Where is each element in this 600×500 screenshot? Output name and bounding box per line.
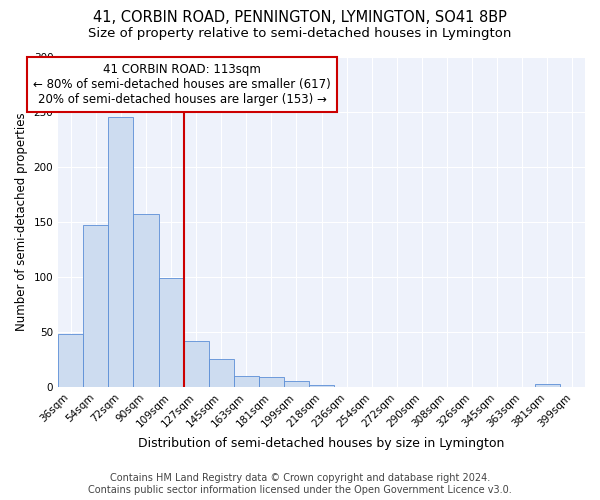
X-axis label: Distribution of semi-detached houses by size in Lymington: Distribution of semi-detached houses by … bbox=[139, 437, 505, 450]
Bar bbox=[58, 334, 83, 387]
Bar bbox=[184, 340, 209, 387]
Bar bbox=[133, 214, 158, 387]
Bar bbox=[209, 360, 234, 387]
Text: 41 CORBIN ROAD: 113sqm
← 80% of semi-detached houses are smaller (617)
20% of se: 41 CORBIN ROAD: 113sqm ← 80% of semi-det… bbox=[33, 63, 331, 106]
Bar bbox=[158, 278, 184, 387]
Bar bbox=[259, 377, 284, 387]
Bar bbox=[234, 376, 259, 387]
Bar bbox=[284, 382, 309, 387]
Text: Contains HM Land Registry data © Crown copyright and database right 2024.
Contai: Contains HM Land Registry data © Crown c… bbox=[88, 474, 512, 495]
Text: Size of property relative to semi-detached houses in Lymington: Size of property relative to semi-detach… bbox=[88, 28, 512, 40]
Y-axis label: Number of semi-detached properties: Number of semi-detached properties bbox=[15, 112, 28, 331]
Bar bbox=[309, 384, 334, 387]
Text: 41, CORBIN ROAD, PENNINGTON, LYMINGTON, SO41 8BP: 41, CORBIN ROAD, PENNINGTON, LYMINGTON, … bbox=[93, 10, 507, 25]
Bar bbox=[83, 225, 109, 387]
Bar bbox=[109, 117, 133, 387]
Bar bbox=[535, 384, 560, 387]
